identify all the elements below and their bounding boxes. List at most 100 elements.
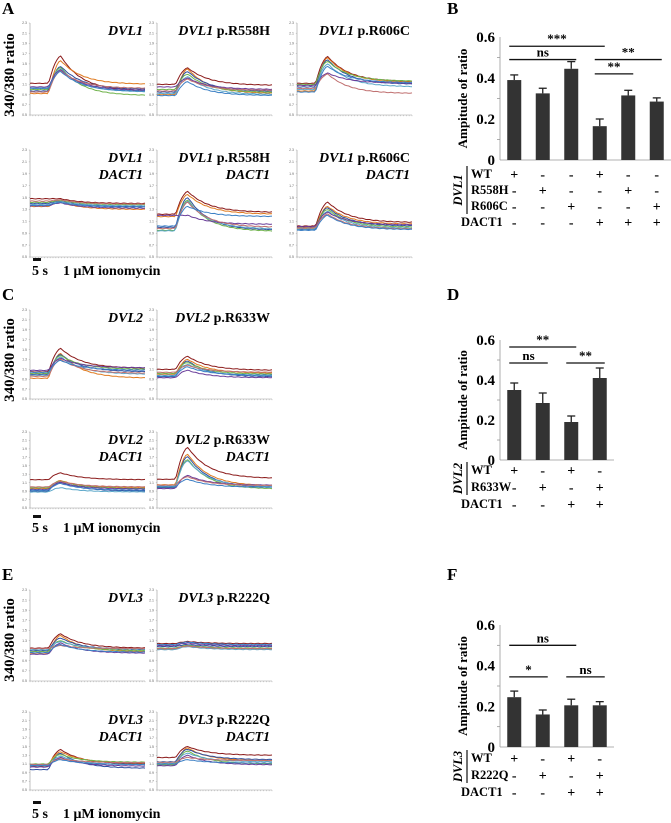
gene-name: DVL3 bbox=[177, 591, 213, 606]
scale-bar-label: 5 s bbox=[32, 264, 49, 279]
trace-line bbox=[29, 199, 146, 206]
trace-line bbox=[30, 70, 146, 92]
trace-subplot: 2.3 2.1 1.9 1.7 1.5 1.3 1.1 0.9 0.7 0.5 DVL3 p.R22… bbox=[149, 588, 273, 683]
y-tick-label: 0.7 bbox=[289, 243, 294, 247]
trace-line bbox=[157, 366, 273, 378]
trace-line bbox=[156, 478, 273, 488]
y-tick-label: 0.7 bbox=[149, 387, 154, 391]
variant-name: p.R633W bbox=[210, 433, 270, 448]
minus-sign: - bbox=[540, 168, 545, 183]
y-tick-label: 0.2 bbox=[476, 699, 495, 715]
plus-sign: + bbox=[510, 464, 518, 479]
condition-label: WT bbox=[471, 463, 493, 477]
trace-line bbox=[156, 642, 273, 647]
panel-letter: D bbox=[447, 285, 459, 304]
minus-sign: - bbox=[569, 216, 574, 231]
scale-bar: 5 s 1 μM ionomycin bbox=[32, 258, 161, 279]
y-tick-label: 1.3 bbox=[289, 72, 294, 76]
trace-line bbox=[296, 211, 413, 228]
y-tick-label: 1.5 bbox=[149, 348, 154, 352]
gene-name: DVL1 bbox=[177, 24, 213, 39]
subplot-cotransfection: DACT1 bbox=[225, 730, 270, 745]
y-tick-label: 1.1 bbox=[22, 83, 27, 87]
y-tick-label: 0.7 bbox=[149, 669, 154, 673]
scale-bar: 5 s 1 μM ionomycin bbox=[32, 515, 161, 536]
plus-sign: + bbox=[596, 168, 604, 183]
variant-name: p.R222Q bbox=[213, 591, 270, 606]
trace-line bbox=[156, 77, 273, 91]
minus-sign: - bbox=[512, 216, 517, 231]
subplot-title: DVL2 bbox=[107, 311, 143, 326]
gene-name: DVL3 bbox=[107, 713, 143, 728]
subplot-title: DVL3 p.R222Q bbox=[177, 713, 270, 728]
trace-line bbox=[29, 352, 145, 380]
scale-bar-label: 5 s bbox=[32, 521, 49, 536]
trace-line bbox=[157, 646, 273, 651]
trace-subplot: 2.3 2.1 1.9 1.7 1.5 1.3 1.1 0.9 0.7 0.5 DVL2 DACT1 bbox=[22, 430, 146, 510]
y-tick-label: 1.1 bbox=[22, 762, 27, 766]
bar bbox=[649, 101, 664, 160]
plus-sign: + bbox=[596, 481, 604, 496]
gene-label: DVL2 bbox=[451, 463, 465, 495]
y-tick-label: 1.5 bbox=[289, 196, 294, 200]
subplot-title: DVL1 p.R558H bbox=[177, 151, 270, 166]
y-tick-label: 2.3 bbox=[149, 588, 154, 592]
trace-line bbox=[29, 644, 146, 650]
minus-sign: - bbox=[569, 769, 574, 784]
trace-line bbox=[156, 190, 273, 216]
significance-label: ns bbox=[537, 45, 549, 60]
y-tick-label: 2.1 bbox=[149, 439, 154, 443]
gene-name: DVL1 bbox=[107, 24, 143, 39]
trace-line bbox=[296, 73, 413, 94]
condition-label: R558H bbox=[471, 183, 509, 197]
y-tick-label: 0.7 bbox=[22, 780, 27, 784]
y-tick-label: 0.5 bbox=[149, 255, 154, 259]
y-tick-label: 1.5 bbox=[22, 196, 27, 200]
trace-line bbox=[29, 197, 146, 205]
trace-subplot: 2.3 2.1 1.9 1.7 1.5 1.3 1.1 0.9 0.7 0.5 DVL2 bbox=[22, 308, 146, 401]
trace-line bbox=[156, 201, 273, 230]
y-tick-label: 1.1 bbox=[22, 649, 27, 653]
subplot-cotransfection: DACT1 bbox=[98, 730, 143, 745]
minus-sign: - bbox=[569, 481, 574, 496]
y-tick-label: 1.1 bbox=[149, 368, 154, 372]
gene-label: DVL3 bbox=[451, 751, 465, 783]
trace-line bbox=[156, 748, 273, 763]
gene-name: DVL2 bbox=[107, 311, 143, 326]
minus-sign: - bbox=[540, 786, 545, 801]
y-tick-label: 1.5 bbox=[289, 62, 294, 66]
significance-label: ns bbox=[537, 630, 549, 645]
significance-label: ** bbox=[608, 59, 621, 74]
y-tick-label: 2.3 bbox=[149, 21, 154, 25]
subplot-title: DVL3 bbox=[107, 713, 143, 728]
panel-A: A 340/380 ratio 2.3 2.1 1.9 1.7 1.5 1.3 1.1 0.9 0.… bbox=[2, 0, 413, 279]
trace-line bbox=[156, 645, 273, 650]
y-tick-label: 1.7 bbox=[22, 619, 27, 623]
trace-line bbox=[30, 487, 145, 493]
gene-label: DVL1 bbox=[451, 174, 465, 206]
y-tick-label: 0.5 bbox=[149, 113, 154, 117]
trace-line bbox=[29, 633, 146, 649]
y-tick-label: 1.7 bbox=[289, 52, 294, 56]
subplot-title: DVL1 bbox=[107, 24, 143, 39]
y-tick-label: 1.3 bbox=[22, 472, 27, 476]
trace-line bbox=[156, 745, 273, 759]
y-tick-label: 1.9 bbox=[149, 328, 154, 332]
y-tick-label: 0.4 bbox=[476, 373, 495, 389]
trace-line bbox=[297, 214, 412, 232]
subplot-title: DVL2 bbox=[107, 433, 143, 448]
trace-subplot: 2.3 2.1 1.9 1.7 1.5 1.3 1.1 0.9 0.7 0.5 DVL1 p.R55… bbox=[149, 148, 273, 259]
y-tick-label: 0.7 bbox=[22, 387, 27, 391]
y-tick-label: 0.7 bbox=[22, 243, 27, 247]
y-tick-label: 1.1 bbox=[149, 220, 154, 224]
plus-sign: + bbox=[624, 216, 632, 231]
y-tick-label: 1.1 bbox=[289, 83, 294, 87]
y-tick-label: 0.9 bbox=[149, 93, 154, 97]
condition-label: R606C bbox=[471, 199, 508, 213]
y-tick-label: 2.3 bbox=[22, 710, 27, 714]
trace-line bbox=[157, 76, 273, 95]
y-tick-label: 2.1 bbox=[22, 719, 27, 723]
y-tick-label: 2.1 bbox=[149, 598, 154, 602]
y-tick-label: 2.1 bbox=[22, 31, 27, 35]
trace-line bbox=[29, 480, 146, 488]
